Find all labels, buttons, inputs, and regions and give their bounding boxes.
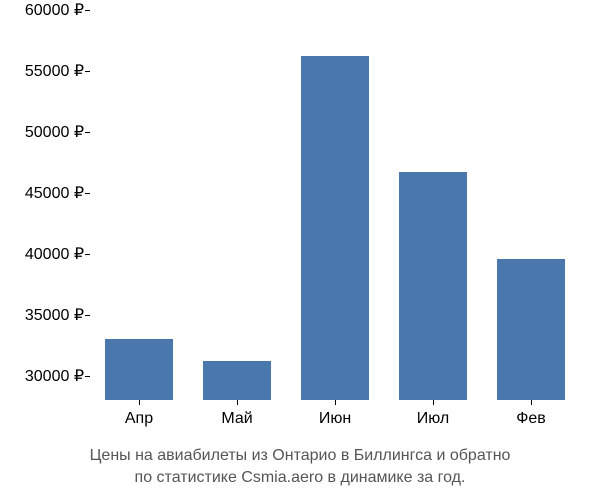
caption-line-2: по статистике Csmia.aero в динамике за г… bbox=[135, 469, 466, 486]
price-chart: 30000 ₽ 35000 ₽ 40000 ₽ 45000 ₽ 50000 ₽ 55000… bbox=[0, 0, 600, 440]
x-axis-tick-mark bbox=[139, 400, 140, 405]
y-axis-tick-mark bbox=[85, 10, 90, 11]
chart-bar bbox=[105, 339, 174, 400]
x-axis-tick-label: Май bbox=[221, 410, 252, 428]
x-axis-tick-mark bbox=[237, 400, 238, 405]
y-axis-tick-mark bbox=[85, 71, 90, 72]
plot-area bbox=[90, 10, 580, 400]
y-axis-tick-mark bbox=[85, 376, 90, 377]
chart-bar bbox=[301, 56, 370, 400]
chart-caption: Цены на авиабилеты из Онтарио в Биллингс… bbox=[0, 445, 600, 490]
y-axis-tick-mark bbox=[85, 193, 90, 194]
x-axis-tick-mark bbox=[335, 400, 336, 405]
y-axis-tick-label: 40000 ₽ bbox=[25, 244, 84, 264]
x-axis-tick-label: Фев bbox=[516, 410, 546, 428]
y-axis-tick-mark bbox=[85, 254, 90, 255]
y-axis-tick-label: 30000 ₽ bbox=[25, 366, 84, 386]
y-axis-tick-label: 60000 ₽ bbox=[25, 0, 84, 20]
x-axis-tick-label: Апр bbox=[125, 410, 153, 428]
x-axis-tick-label: Июн bbox=[319, 410, 351, 428]
y-axis-tick-label: 55000 ₽ bbox=[25, 61, 84, 81]
x-axis-tick-mark bbox=[433, 400, 434, 405]
x-axis-tick-label: Июл bbox=[417, 410, 449, 428]
y-axis-tick-label: 45000 ₽ bbox=[25, 183, 84, 203]
caption-line-1: Цены на авиабилеты из Онтарио в Биллингс… bbox=[90, 447, 511, 464]
y-axis-tick-mark bbox=[85, 132, 90, 133]
chart-bar bbox=[399, 172, 468, 400]
chart-bar bbox=[497, 259, 566, 400]
x-axis-tick-mark bbox=[531, 400, 532, 405]
y-axis-tick-label: 50000 ₽ bbox=[25, 122, 84, 142]
y-axis-tick-mark bbox=[85, 315, 90, 316]
chart-bar bbox=[203, 361, 272, 400]
y-axis-tick-label: 35000 ₽ bbox=[25, 305, 84, 325]
